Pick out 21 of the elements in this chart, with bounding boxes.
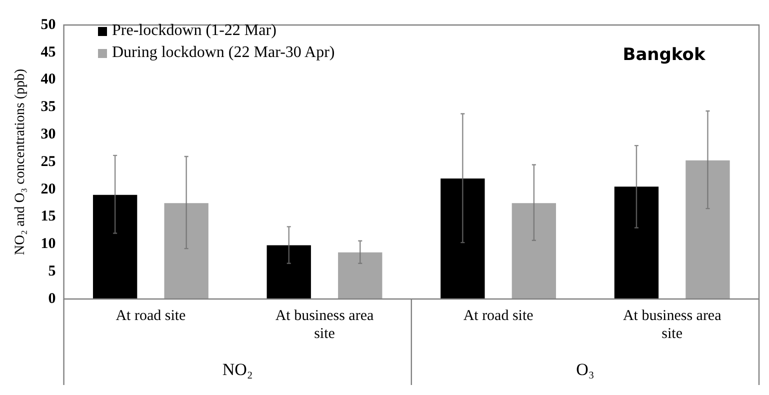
x-tick-label: At road site bbox=[116, 308, 186, 324]
y-tick-label: 10 bbox=[40, 236, 56, 252]
legend-label: During lockdown (22 Mar-30 Apr) bbox=[112, 43, 335, 63]
y-tick-label: 50 bbox=[40, 16, 56, 33]
x-tick-label: At business area site bbox=[275, 308, 374, 342]
legend-label: Pre-lockdown (1-22 Mar) bbox=[112, 21, 276, 41]
text: O₃ bbox=[576, 360, 594, 379]
y-tick-label: 15 bbox=[40, 208, 56, 225]
y-tick-label: 30 bbox=[40, 126, 56, 142]
y-tick-label: 40 bbox=[40, 72, 56, 88]
y-tick-label: 25 bbox=[40, 154, 56, 170]
y-tick-label: 5 bbox=[48, 263, 56, 280]
x-tick-label: At business area site bbox=[622, 308, 722, 342]
text: NO₂ bbox=[222, 360, 253, 379]
y-tick-label: 0 bbox=[48, 290, 56, 307]
text: Bangkok bbox=[622, 44, 706, 65]
y-tick-label: 35 bbox=[40, 99, 56, 116]
y-tick-label: 45 bbox=[40, 44, 56, 60]
y-tick-label: 20 bbox=[40, 181, 56, 198]
x-tick-label: At road site bbox=[463, 308, 534, 324]
y-axis-title: NO₂ and O₃ concentrations (ppb) bbox=[13, 68, 28, 256]
